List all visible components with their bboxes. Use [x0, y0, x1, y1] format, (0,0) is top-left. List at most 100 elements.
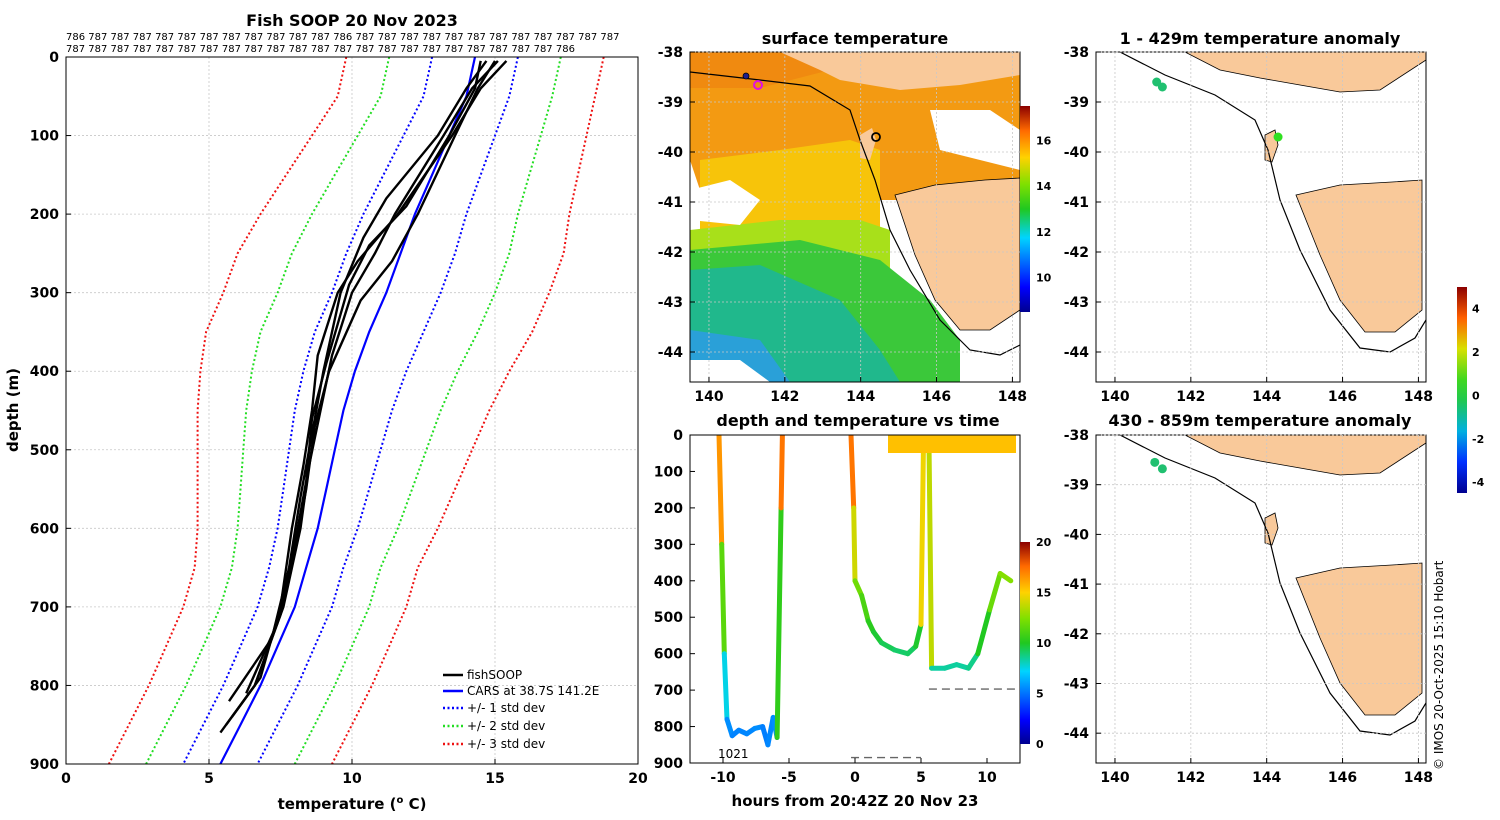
anomaly-colorbar-tick-label: 2	[1472, 346, 1480, 359]
anomaly-map-2-points	[1150, 457, 1167, 474]
y-tick-label: -43	[1064, 295, 1089, 311]
y-tick-label: 600	[654, 647, 683, 663]
anomaly-point	[1150, 457, 1160, 467]
profile-fishsoop-1	[230, 60, 508, 718]
depth-time-segment	[848, 435, 857, 511]
y-tick-label: -40	[658, 145, 684, 161]
x-tick-label: 146	[1328, 770, 1357, 786]
profile-xlabel: temperature (o C)	[278, 795, 427, 813]
depth-time-xlabel: hours from 20:42Z 20 Nov 23	[732, 792, 979, 810]
x-tick-label: 148	[1404, 770, 1433, 786]
depth-time-segment	[778, 435, 785, 511]
profile-fishsoop-3	[228, 60, 488, 702]
x-tick-label: 5	[204, 771, 214, 787]
y-tick-label: 300	[30, 286, 59, 302]
x-tick-label: 144	[846, 389, 875, 405]
depth-time-segment	[878, 640, 898, 653]
x-tick-label: 148	[998, 389, 1027, 405]
depth-time-segment	[987, 571, 1003, 613]
legend-label-std1: +/- 1 std dev	[467, 701, 545, 715]
profile-std2-upper	[293, 57, 562, 764]
y-tick-label: -39	[1064, 95, 1089, 111]
y-tick-label: 400	[654, 574, 683, 590]
x-tick-label: 144	[1252, 389, 1281, 405]
y-tick-label: -38	[658, 45, 683, 61]
y-tick-label: 400	[30, 364, 59, 380]
x-tick-label: 0	[850, 770, 860, 786]
x-tick-label: 15	[485, 771, 504, 787]
y-tick-label: -42	[1064, 627, 1089, 643]
profile-legend: fishSOOP CARS at 38.7S 141.2E +/- 1 std …	[443, 668, 599, 751]
sst-cloud-south	[690, 360, 770, 382]
sst-ticks-grid	[690, 51, 1020, 382]
x-tick-label: 140	[1100, 389, 1129, 405]
sst-colorbar	[1020, 106, 1030, 312]
y-tick-label: -39	[1064, 478, 1089, 494]
depth-time-segment	[774, 505, 784, 740]
anomaly-map-1-ticks: 140 142 144 146 148 -38 -39 -40 -41 -42 -43 -44	[1064, 45, 1433, 405]
depth-time-colorbar-tick-label: 20	[1036, 536, 1052, 549]
y-tick-label: 200	[654, 501, 683, 517]
depth-time-segment	[975, 607, 993, 657]
x-tick-label: 10	[342, 771, 362, 787]
x-tick-label: 146	[1328, 389, 1357, 405]
anomaly-colorbar-tick-label: -2	[1472, 433, 1484, 446]
sst-marker-current	[871, 132, 881, 142]
y-tick-label: -41	[1064, 577, 1089, 593]
sst-map: surface temperature 140 142 144 146 148 -38 -3…	[658, 29, 1052, 405]
y-tick-label: 800	[30, 678, 59, 694]
x-tick-label: 140	[1100, 770, 1129, 786]
anomaly-map-1-points	[1152, 77, 1283, 142]
profile-id-row-1: 786 787 787 787 787 787 787 787 787 787 …	[66, 32, 619, 43]
y-tick-label: -41	[658, 195, 683, 211]
profile-grid	[65, 56, 639, 765]
y-tick-label: 0	[49, 50, 59, 66]
depth-time-colorbar-tick-label: 15	[1036, 587, 1051, 600]
profile-id-row-2: 787 787 787 787 787 787 787 787 787 787 …	[66, 44, 575, 55]
y-tick-label: 900	[30, 757, 59, 773]
depth-time-segment	[966, 651, 981, 671]
anomaly-colorbar-ticks: -4 -2 0 2 4	[1472, 303, 1485, 489]
y-tick-label: 800	[654, 720, 683, 736]
anomaly-map-2: 430 - 859m temperature anomaly 140 142 144…	[1064, 287, 1485, 786]
x-tick-label: 144	[1252, 770, 1281, 786]
sst-colorbar-tick-label: 10	[1036, 272, 1052, 285]
profile-std3-lower	[108, 57, 348, 764]
y-tick-label: -44	[1064, 345, 1090, 361]
x-tick-label: 146	[922, 389, 951, 405]
sst-land-mainland	[780, 52, 1020, 90]
x-tick-label: 142	[1176, 389, 1205, 405]
anomaly-map-1-field	[1119, 52, 1426, 353]
sst-marker-track-2	[753, 80, 763, 90]
a1-ticks-grid	[1096, 51, 1426, 382]
y-tick-label: 300	[654, 537, 683, 553]
x-tick-label: 10	[977, 770, 997, 786]
y-tick-label: 500	[30, 443, 59, 459]
x-tick-label: 142	[770, 389, 799, 405]
sst-cloud-east	[930, 110, 1020, 170]
anomaly-map-1-shelf-contour	[1119, 52, 1426, 353]
y-tick-label: -42	[658, 245, 683, 261]
depth-time-track	[716, 435, 1020, 759]
anomaly-colorbar-tick-label: -4	[1472, 476, 1485, 489]
depth-time-segment	[859, 592, 871, 624]
depth-time-segment	[721, 651, 730, 722]
depth-time-segment	[719, 541, 727, 657]
surface-records-band	[888, 435, 1016, 453]
y-tick-label: -38	[1064, 428, 1089, 444]
profile-chart: Fish SOOP 20 Nov 2023 786 787 787 787 78…	[4, 11, 648, 813]
depth-time-segment	[724, 716, 735, 739]
y-tick-label: -41	[1064, 195, 1089, 211]
depth-time-segment	[852, 578, 865, 598]
sst-colorbar-tick-label: 16	[1036, 134, 1052, 147]
anomaly-map-1: 1 - 429m temperature anomaly 140 142 144 14…	[1064, 29, 1433, 405]
y-tick-label: -40	[1064, 145, 1090, 161]
depth-time-segment	[918, 435, 927, 627]
y-tick-label: 900	[654, 756, 683, 772]
a2-ticks-grid	[1096, 434, 1426, 763]
y-tick-label: 100	[30, 129, 59, 145]
depth-time-colorbar-tick-label: 0	[1036, 738, 1044, 751]
x-tick-label: 0	[61, 771, 71, 787]
anomaly-map-2-land-king-island	[1264, 512, 1279, 546]
